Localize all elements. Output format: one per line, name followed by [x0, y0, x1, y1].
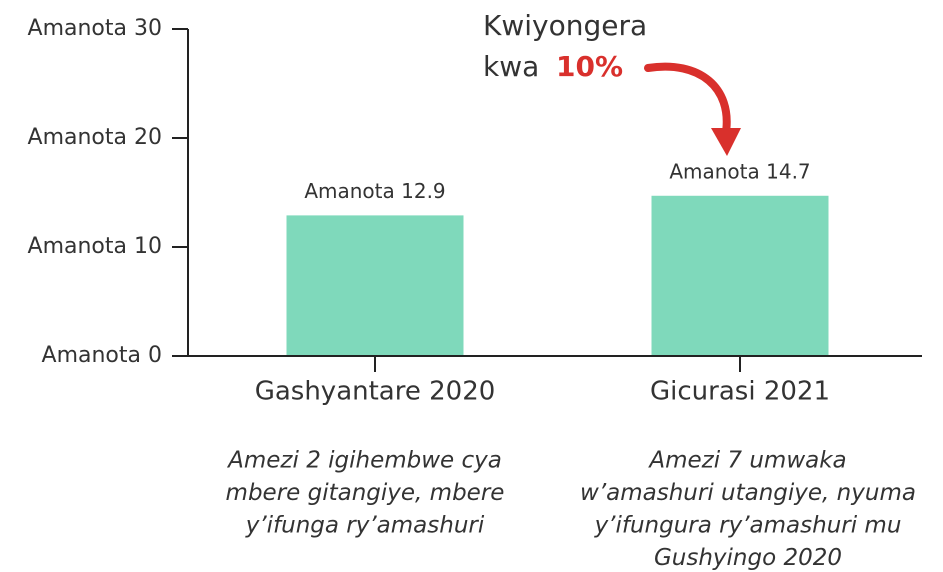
annotation-arrowhead — [711, 128, 741, 156]
category-note: mbere gitangiye, mbere — [226, 480, 505, 506]
value-label: Amanota 12.9 — [304, 179, 445, 203]
y-tick-label: Amanota 10 — [28, 234, 162, 259]
annotation-text: Kwiyongera — [483, 9, 647, 42]
y-tick-label: Amanota 0 — [42, 343, 162, 368]
annotation-arrow — [644, 62, 731, 136]
bar — [651, 195, 829, 356]
category-note: y’ifungura ry’amashuri mu — [594, 513, 902, 539]
category-note: y’ifunga ry’amashuri — [245, 513, 485, 539]
category-note: Amezi 7 umwaka — [647, 448, 846, 474]
y-tick-label: Amanota 30 — [28, 16, 162, 41]
annotation-text: kwa — [483, 50, 539, 83]
x-tick-label: Gashyantare 2020 — [255, 377, 496, 407]
value-label: Amanota 14.7 — [669, 159, 810, 183]
category-note: w’amashuri utangiye, nyuma — [580, 480, 916, 506]
y-tick-label: Amanota 20 — [28, 125, 162, 150]
category-note: Amezi 2 igihembwe cya — [226, 448, 502, 474]
bar — [286, 215, 464, 356]
category-note: Gushyingo 2020 — [654, 545, 842, 571]
x-tick-label: Gicurasi 2021 — [650, 377, 830, 407]
annotation-highlight: 10% — [556, 50, 623, 83]
